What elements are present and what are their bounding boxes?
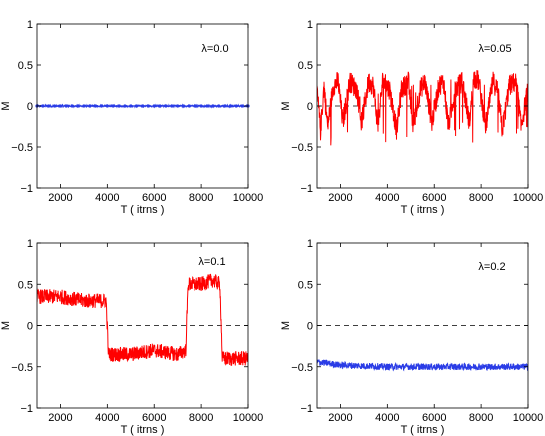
y-tick-label: −0.5 <box>11 362 33 374</box>
lambda-annotation: λ=0.05 <box>478 43 511 55</box>
y-tick-label: −0.5 <box>291 362 313 374</box>
y-tick-label: 1 <box>27 19 33 31</box>
series-point <box>140 104 145 108</box>
y-tick-label: 1 <box>27 238 33 250</box>
x-tick-label: 6000 <box>142 412 166 424</box>
x-tick-label: 10000 <box>233 412 264 424</box>
series-line-1 <box>317 359 528 372</box>
y-axis-label: M <box>0 321 12 330</box>
y-tick-label: −1 <box>20 403 33 415</box>
x-tick-label: 10000 <box>513 192 544 204</box>
series-point <box>211 104 215 108</box>
series-point <box>135 104 139 108</box>
panel-3: 2000 4000 6000 8000 10000 1 0.5 0 −0.5 −1 T ( itrn… <box>0 238 263 436</box>
series-point <box>99 104 104 108</box>
y-tick-label: 0 <box>27 101 33 113</box>
y-tick-label: 0.5 <box>18 60 33 72</box>
series-point <box>94 104 98 108</box>
x-axis-label: T ( itrns ) <box>401 424 445 436</box>
x-axis-label: T ( itrns ) <box>121 424 165 436</box>
x-tick-label: 8000 <box>189 192 213 204</box>
x-tick-label: 8000 <box>469 192 493 204</box>
series-point <box>129 104 133 108</box>
series-point <box>117 104 121 108</box>
y-axis-label: M <box>280 101 292 110</box>
series-point <box>217 104 221 108</box>
x-tick-label: 10000 <box>233 192 264 204</box>
x-tick-label: 2000 <box>48 192 72 204</box>
y-tick-label: 0.5 <box>298 60 313 72</box>
series-point <box>70 104 74 108</box>
x-tick-label: 4000 <box>375 412 399 424</box>
x-tick-label: 2000 <box>328 412 352 424</box>
series-line-1 <box>317 70 528 146</box>
series-point <box>199 104 203 108</box>
y-tick-label: −0.5 <box>291 142 313 154</box>
y-tick-label: 1 <box>307 19 313 31</box>
y-tick-label: 0 <box>307 101 313 113</box>
y-tick-label: −1 <box>20 183 33 195</box>
series-point <box>176 104 180 108</box>
series-point <box>64 104 68 108</box>
panel-4: 2000 4000 6000 8000 10000 1 0.5 0 −0.5 −1 T ( itrn… <box>280 238 543 436</box>
x-axis-label: T ( itrns ) <box>121 204 165 216</box>
x-tick-label: 2000 <box>328 192 352 204</box>
y-tick-label: −0.5 <box>11 142 33 154</box>
x-tick-label: 2000 <box>48 412 72 424</box>
series-point <box>158 104 162 108</box>
series-point <box>111 104 115 108</box>
panel-1: 2000 4000 6000 8000 10000 1 0.5 0 −0.5 −1 T ( itrn… <box>0 19 263 216</box>
series-point <box>152 104 156 108</box>
y-tick-label: 0.5 <box>298 279 313 291</box>
series-point <box>228 104 233 108</box>
series-point <box>164 104 168 108</box>
y-axis-label: M <box>280 321 292 330</box>
series-point <box>240 104 244 108</box>
lambda-annotation: λ=0.1 <box>198 256 225 268</box>
y-tick-label: 0 <box>307 321 313 333</box>
panel-2: 2000 4000 6000 8000 10000 1 0.5 0 −0.5 −1 T ( itrn… <box>280 19 543 216</box>
x-tick-label: 4000 <box>95 412 119 424</box>
x-tick-label: 6000 <box>142 192 166 204</box>
x-tick-label: 4000 <box>95 192 119 204</box>
series-point <box>52 104 57 108</box>
x-tick-label: 10000 <box>513 412 544 424</box>
x-tick-label: 8000 <box>469 412 493 424</box>
series-point <box>88 104 92 108</box>
y-tick-label: 0 <box>27 321 33 333</box>
series-point <box>41 104 45 108</box>
y-tick-label: 1 <box>307 238 313 250</box>
x-tick-label: 8000 <box>189 412 213 424</box>
lambda-annotation: λ=0.0 <box>201 43 228 55</box>
series-point <box>58 104 63 108</box>
series-point <box>170 104 174 108</box>
y-tick-label: −1 <box>300 183 313 195</box>
series-point <box>222 104 227 108</box>
series-point <box>47 104 51 108</box>
series-point <box>146 104 150 108</box>
series-line-1 <box>37 273 248 366</box>
series-point <box>105 104 109 108</box>
y-axis-label: M <box>0 101 12 110</box>
x-tick-label: 6000 <box>422 192 446 204</box>
series-point <box>205 104 209 108</box>
y-tick-label: 0.5 <box>18 279 33 291</box>
series-point <box>123 104 127 108</box>
series-point <box>181 104 186 108</box>
x-axis-label: T ( itrns ) <box>401 204 445 216</box>
series-point <box>193 104 197 108</box>
lambda-annotation: λ=0.2 <box>478 261 505 273</box>
x-tick-label: 6000 <box>422 412 446 424</box>
series-point <box>234 104 238 108</box>
y-tick-label: −1 <box>300 403 313 415</box>
series-point <box>76 104 80 108</box>
series-point <box>187 104 191 108</box>
series-point <box>82 104 86 108</box>
x-tick-label: 4000 <box>375 192 399 204</box>
